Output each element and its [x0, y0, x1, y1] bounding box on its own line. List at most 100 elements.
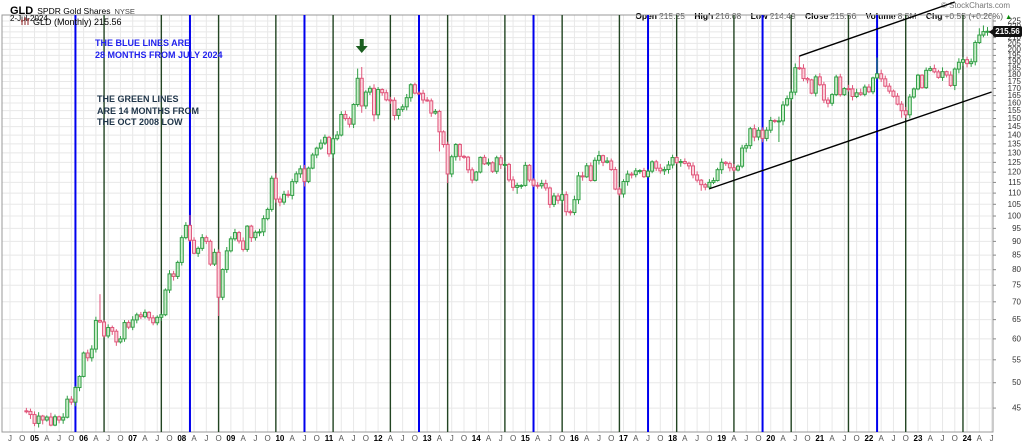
svg-text:J: J: [352, 434, 356, 443]
svg-text:A: A: [339, 434, 345, 443]
svg-text:J: J: [891, 434, 895, 443]
svg-text:A: A: [977, 434, 983, 443]
svg-text:165: 165: [1008, 91, 1022, 100]
svg-text:O: O: [363, 434, 369, 443]
plot-border: [1, 14, 994, 433]
svg-text:A: A: [44, 434, 50, 443]
trendlines: [709, 1, 992, 190]
svg-text:115: 115: [1008, 178, 1021, 187]
svg-text:O: O: [559, 434, 565, 443]
last-price-bubble: 215.56: [989, 26, 1022, 37]
svg-text:145: 145: [1008, 122, 1022, 131]
svg-text:J: J: [8, 434, 12, 443]
svg-text:J: J: [499, 434, 503, 443]
svg-text:45: 45: [1012, 404, 1021, 413]
legend-label: GLD (Monthly) 215.56: [33, 17, 122, 27]
price-axis-labels: 45 50 55 60 65 70 75 80 85 90 95 100 105 110 115120125…: [993, 17, 1022, 413]
svg-text:19: 19: [717, 434, 726, 443]
svg-text:21: 21: [815, 434, 824, 443]
svg-text:J: J: [597, 434, 601, 443]
svg-text:95: 95: [1012, 224, 1021, 233]
svg-text:O: O: [461, 434, 467, 443]
svg-text:A: A: [191, 434, 197, 443]
svg-text:O: O: [854, 434, 860, 443]
svg-text:A: A: [829, 434, 835, 443]
chart-legend[interactable]: GLD (Monthly) 215.56: [21, 17, 122, 28]
svg-text:17: 17: [619, 434, 628, 443]
svg-text:105: 105: [1008, 200, 1022, 209]
svg-text:50: 50: [1012, 378, 1021, 387]
svg-text:85: 85: [1012, 251, 1021, 260]
svg-text:O: O: [68, 434, 74, 443]
low-value: 214.49: [769, 11, 796, 21]
svg-text:08: 08: [177, 434, 186, 443]
svg-text:20: 20: [766, 434, 775, 443]
svg-text:16: 16: [570, 434, 579, 443]
svg-text:A: A: [388, 434, 394, 443]
svg-text:120: 120: [1008, 168, 1022, 177]
svg-text:150: 150: [1008, 114, 1022, 123]
svg-text:O: O: [706, 434, 712, 443]
svg-text:J: J: [990, 434, 994, 443]
copyright-notice: © StockCharts.com: [940, 1, 1010, 10]
svg-text:70: 70: [1012, 297, 1021, 306]
svg-text:11: 11: [325, 434, 334, 443]
svg-text:J: J: [106, 434, 110, 443]
close-label: Close: [805, 11, 829, 21]
svg-text:A: A: [437, 434, 443, 443]
ohlc-quote-bar: Open 215.25 High 216.08 Low 214.49 Close 215…: [628, 11, 1012, 21]
open-value: 215.25: [659, 11, 686, 21]
svg-text:A: A: [878, 434, 884, 443]
chg-label: Chg: [925, 11, 943, 21]
svg-text:195: 195: [1008, 51, 1022, 60]
svg-text:180: 180: [1008, 70, 1022, 79]
svg-text:J: J: [695, 434, 699, 443]
svg-text:100: 100: [1008, 212, 1022, 221]
svg-text:A: A: [93, 434, 99, 443]
svg-text:13: 13: [423, 434, 432, 443]
svg-text:A: A: [682, 434, 688, 443]
svg-text:A: A: [486, 434, 492, 443]
svg-text:24: 24: [963, 434, 972, 443]
svg-text:J: J: [57, 434, 61, 443]
svg-text:A: A: [780, 434, 786, 443]
time-axis-labels: J O 05 A J O 06 A J O 07 A J O 08 A J O 09 A J O 10 A J O 11 A J O 12 A…: [8, 434, 994, 443]
svg-text:O: O: [265, 434, 271, 443]
svg-text:J: J: [744, 434, 748, 443]
svg-text:J: J: [793, 434, 797, 443]
svg-text:A: A: [928, 434, 934, 443]
high-label: High: [694, 11, 714, 21]
svg-text:A: A: [633, 434, 639, 443]
annotation-blue-lines-note: THE BLUE LINES ARE 28 MONTHS FROM JULY 2…: [95, 38, 223, 60]
down-arrow-icon: [355, 39, 368, 53]
chart-type-icon: [21, 17, 30, 28]
svg-text:A: A: [535, 434, 541, 443]
svg-text:A: A: [142, 434, 148, 443]
chg-up-triangle-icon: ▲: [1005, 14, 1012, 21]
svg-text:O: O: [657, 434, 663, 443]
svg-text:160: 160: [1008, 98, 1022, 107]
volume-label: Volume: [865, 11, 896, 21]
svg-text:O: O: [412, 434, 418, 443]
svg-text:A: A: [584, 434, 590, 443]
svg-text:J: J: [450, 434, 454, 443]
svg-text:22: 22: [864, 434, 873, 443]
svg-text:185: 185: [1008, 64, 1022, 73]
chg-value: +0.55 (+0.26%): [944, 11, 1004, 21]
svg-text:O: O: [903, 434, 909, 443]
svg-text:155: 155: [1008, 106, 1022, 115]
exchange-label: NYSE: [114, 7, 135, 16]
svg-text:J: J: [842, 434, 846, 443]
svg-text:23: 23: [914, 434, 923, 443]
svg-text:200: 200: [1008, 45, 1022, 54]
svg-text:J: J: [155, 434, 159, 443]
svg-text:14: 14: [472, 434, 481, 443]
svg-text:O: O: [117, 434, 123, 443]
svg-text:18: 18: [668, 434, 677, 443]
svg-text:J: J: [253, 434, 257, 443]
svg-text:125: 125: [1008, 158, 1022, 167]
svg-text:06: 06: [79, 434, 88, 443]
svg-text:O: O: [608, 434, 614, 443]
svg-text:170: 170: [1008, 84, 1022, 93]
